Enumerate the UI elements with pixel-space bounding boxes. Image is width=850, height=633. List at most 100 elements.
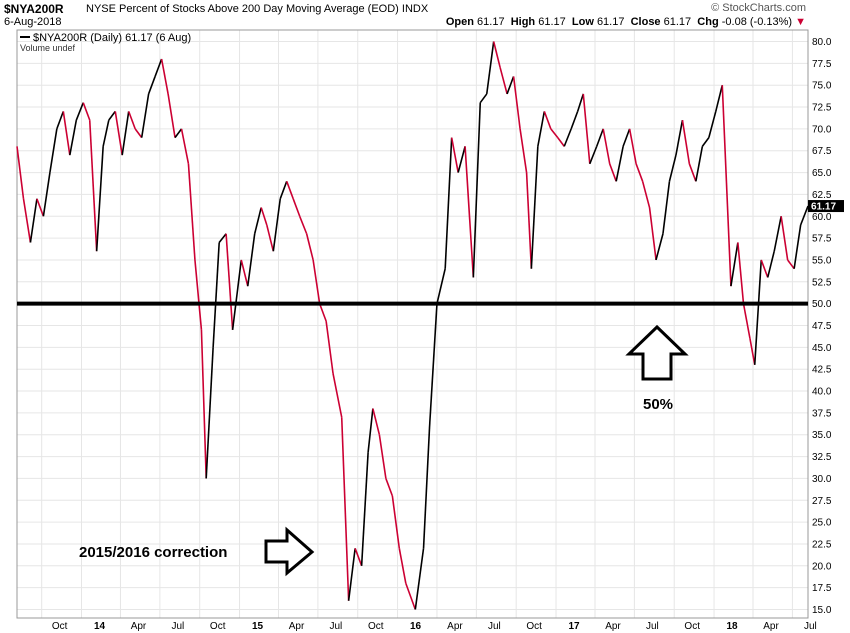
- series-segment: [378, 434, 387, 479]
- series-segment: [305, 233, 314, 261]
- series-segment: [272, 198, 282, 252]
- series-segment: [688, 163, 697, 182]
- x-tick-label: 15: [252, 621, 264, 632]
- series-segment: [154, 58, 163, 77]
- series-segment: [492, 41, 501, 68]
- series-segment: [16, 146, 25, 199]
- y-tick-label: 72.5: [812, 103, 832, 114]
- correction-label: 2015/2016 correction: [79, 544, 227, 561]
- y-tick-label: 42.5: [812, 365, 832, 376]
- x-tick-label: Apr: [763, 621, 779, 632]
- series-segment: [398, 548, 407, 584]
- series-segment: [576, 93, 585, 112]
- series-segment: [450, 137, 459, 173]
- series-segment: [75, 102, 84, 121]
- x-tick-label: Oct: [210, 621, 226, 632]
- close-label: Close: [630, 16, 661, 28]
- y-tick-label: 65.0: [812, 168, 832, 179]
- series-segment: [49, 128, 58, 173]
- legend-volume: Volume undef: [20, 43, 76, 53]
- x-tick-label: Apr: [131, 621, 147, 632]
- y-tick-label: 35.0: [812, 430, 832, 441]
- series-segment: [537, 111, 546, 147]
- series-segment: [121, 111, 130, 156]
- series-segment: [62, 111, 71, 156]
- series-segment: [114, 111, 123, 156]
- series-segment: [325, 321, 334, 374]
- series-segment: [760, 259, 769, 278]
- low-value: 61.17: [596, 16, 625, 28]
- y-tick-label: 20.0: [812, 561, 832, 572]
- chg-label: Chg: [697, 16, 719, 28]
- x-tick-label: Jul: [804, 621, 817, 632]
- low-label: Low: [571, 16, 594, 28]
- series-segment: [563, 128, 572, 147]
- series-segment: [668, 154, 677, 182]
- x-tick-label: Oct: [684, 621, 700, 632]
- series-segment: [279, 181, 288, 200]
- series-segment: [167, 93, 176, 138]
- series-segment: [428, 303, 438, 427]
- series-segment: [108, 110, 116, 121]
- series-segment: [742, 303, 751, 339]
- series-segment: [753, 259, 763, 365]
- correction-annotation: 2015/2016 correction: [79, 526, 315, 577]
- quote-date: 6-Aug-2018: [4, 16, 62, 28]
- y-tick-label: 50.0: [812, 299, 832, 310]
- quote-summary: Open 61.17 High 61.17 Low 61.17 Close 61…: [446, 16, 806, 28]
- series-segment: [414, 548, 425, 610]
- x-tick-label: Apr: [289, 621, 305, 632]
- series-segment: [225, 233, 234, 330]
- series-segment: [200, 329, 207, 479]
- series-segment: [266, 224, 275, 252]
- y-axis: 15.0 17.5 20.0 22.5 25.0 27.5 30.0 32.5 35.0 37.5…: [812, 37, 832, 616]
- series-segment: [194, 259, 203, 330]
- series-segment: [436, 268, 446, 304]
- series-segment: [570, 111, 579, 130]
- y-tick-label: 52.5: [812, 277, 832, 288]
- series-segment: [635, 163, 644, 182]
- fifty-label: 50%: [643, 396, 673, 413]
- series-segment: [641, 181, 651, 208]
- series-segment: [525, 172, 533, 269]
- series-segment: [405, 583, 417, 610]
- brand-watermark: © StockCharts.com: [711, 2, 806, 14]
- series-segment: [737, 242, 745, 304]
- x-tick-label: 17: [568, 621, 580, 632]
- series-segment: [512, 76, 521, 129]
- fifty-annotation: 50%: [625, 324, 689, 413]
- series-segment: [589, 146, 598, 165]
- y-tick-label: 55.0: [812, 255, 832, 266]
- series-segment: [253, 207, 262, 234]
- plot-frame: [16, 29, 809, 619]
- series-segment: [134, 128, 143, 139]
- series-segment: [422, 425, 431, 549]
- y-tick-label: 75.0: [812, 81, 832, 92]
- y-tick-label: 25.0: [812, 518, 832, 529]
- series-segment: [88, 120, 98, 252]
- series-segment: [140, 93, 150, 138]
- series-segment: [102, 119, 110, 147]
- x-tick-label: Jul: [646, 621, 659, 632]
- y-tick-label: 32.5: [812, 452, 832, 463]
- series-segment: [608, 163, 617, 182]
- open-label: Open: [445, 16, 474, 28]
- last-value-tag: 61.17: [808, 200, 844, 213]
- y-tick-label: 27.5: [812, 496, 832, 507]
- series-segment: [318, 303, 327, 322]
- x-tick-label: Apr: [605, 621, 621, 632]
- series-segment: [367, 408, 374, 453]
- x-tick-label: Jul: [171, 621, 184, 632]
- series-segment: [550, 128, 559, 139]
- x-tick-label: Jul: [330, 621, 343, 632]
- y-tick-label: 22.5: [812, 539, 832, 550]
- series-segment: [218, 233, 227, 243]
- series-segment: [205, 347, 214, 479]
- y-tick-label: 15.0: [812, 605, 832, 616]
- x-tick-label: Oct: [52, 621, 68, 632]
- open-value: 61.17: [477, 16, 505, 28]
- series-segment: [499, 67, 508, 95]
- series-segment: [628, 128, 637, 164]
- series-segment: [347, 548, 356, 601]
